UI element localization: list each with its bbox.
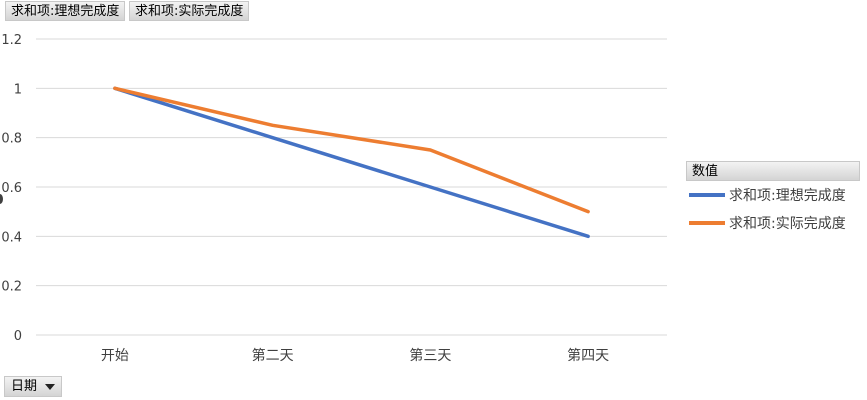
- legend-swatch-ideal: [689, 193, 725, 197]
- series-line-actual[interactable]: [113, 86, 590, 214]
- y-tick-label: 0.6: [1, 181, 22, 196]
- series-line-ideal[interactable]: [113, 86, 590, 239]
- field-button-actual[interactable]: 求和项:实际完成度: [129, 1, 250, 21]
- legend-title[interactable]: 数值: [686, 161, 860, 181]
- y-tick-label: 0: [14, 329, 22, 344]
- legend-item-ideal: 求和项:理想完成度: [686, 181, 860, 209]
- x-tick-label: 第三天: [409, 347, 451, 364]
- chevron-down-icon: [45, 383, 56, 390]
- y-tick-label: 0.2: [1, 280, 22, 295]
- legend-label-actual: 求和项:实际完成度: [729, 216, 846, 232]
- x-tick-label: 第二天: [252, 347, 294, 364]
- field-button-ideal[interactable]: 求和项:理想完成度: [5, 1, 126, 21]
- x-axis-ticks: 开始 第二天 第三天 第四天: [101, 347, 609, 364]
- legend-swatch-actual: [689, 221, 725, 225]
- y-tick-label: 0.4: [1, 230, 22, 245]
- resize-handle[interactable]: [0, 194, 3, 204]
- y-axis-ticks: 0 0.2 0.4 0.6 0.8 1 1.2: [1, 33, 22, 344]
- gridlines: [36, 38, 667, 336]
- series-lines: [113, 86, 590, 239]
- legend-label-ideal: 求和项:理想完成度: [729, 188, 846, 204]
- x-tick-label: 开始: [101, 348, 129, 364]
- y-tick-label: 1.2: [1, 33, 22, 48]
- date-filter-label: 日期: [11, 379, 38, 394]
- y-tick-label: 1: [14, 82, 22, 97]
- legend: 数值 求和项:理想完成度 求和项:实际完成度: [686, 161, 860, 237]
- y-tick-label: 0.8: [1, 132, 22, 147]
- x-tick-label: 第四天: [567, 347, 609, 364]
- line-chart: 0 0.2 0.4 0.6 0.8 1 1.2 开始 第二天 第三天 第四天: [1, 33, 667, 364]
- date-filter-button[interactable]: 日期: [4, 376, 63, 397]
- legend-item-actual: 求和项:实际完成度: [686, 209, 860, 237]
